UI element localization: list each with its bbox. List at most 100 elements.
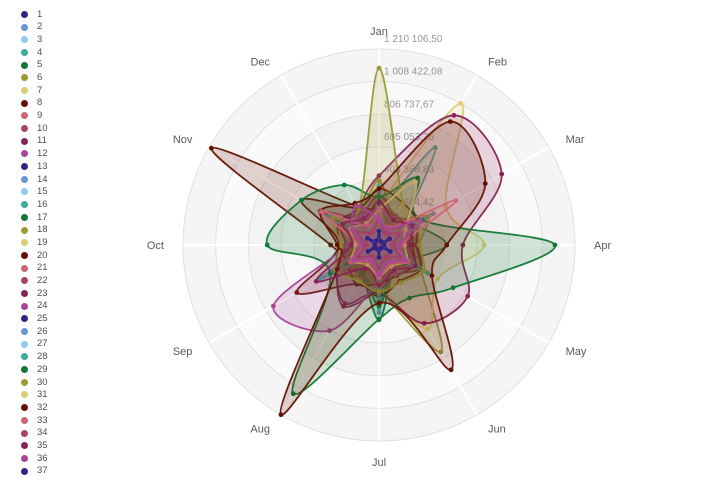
data-point-24-aug[interactable] (327, 328, 332, 334)
data-point-7-feb[interactable] (458, 100, 464, 106)
data-point-29-aug[interactable] (290, 391, 296, 397)
data-point-37-sep[interactable] (365, 249, 371, 254)
data-point-36-nov[interactable] (349, 227, 355, 232)
legend-item-15[interactable]: 15 (0, 186, 80, 199)
data-point-36-jun[interactable] (386, 259, 392, 265)
data-point-28-may[interactable] (425, 270, 431, 276)
legend-item-37[interactable]: 37 (0, 465, 80, 478)
data-point-29-feb[interactable] (415, 175, 421, 181)
data-point-6-jun[interactable] (438, 349, 444, 355)
data-point-30-may[interactable] (421, 268, 426, 274)
legend-item-18[interactable]: 18 (0, 224, 80, 237)
data-point-11-jan[interactable] (376, 173, 382, 179)
legend-item-8[interactable]: 8 (0, 97, 80, 110)
legend-item-21[interactable]: 21 (0, 262, 80, 275)
data-point-35-mar[interactable] (410, 223, 415, 229)
data-point-36-sep[interactable] (350, 257, 356, 263)
data-point-8-sep[interactable] (294, 290, 300, 295)
legend-item-7[interactable]: 7 (0, 84, 80, 97)
data-point-35-dec[interactable] (361, 216, 367, 222)
data-point-30-jan[interactable] (376, 65, 382, 71)
legend-item-33[interactable]: 33 (0, 414, 80, 427)
data-point-36-dec[interactable] (353, 203, 359, 209)
legend-item-30[interactable]: 30 (0, 376, 80, 389)
data-point-35-sep[interactable] (313, 278, 319, 284)
data-point-37-jan[interactable] (376, 228, 382, 234)
legend-item-6[interactable]: 6 (0, 71, 80, 84)
data-point-11-jun[interactable] (421, 320, 427, 326)
legend-item-13[interactable]: 13 (0, 160, 80, 173)
data-point-24-oct[interactable] (344, 242, 350, 248)
data-point-37-apr[interactable] (381, 242, 387, 248)
data-point-37-nov[interactable] (365, 235, 370, 241)
legend-item-2[interactable]: 2 (0, 21, 80, 34)
data-point-32-jan[interactable] (376, 186, 382, 192)
legend-item-14[interactable]: 14 (0, 173, 80, 186)
data-point-4-feb[interactable] (432, 145, 438, 150)
data-point-23-apr[interactable] (413, 242, 419, 248)
series-37[interactable] (365, 228, 393, 260)
data-point-35-feb[interactable] (391, 217, 396, 223)
legend-item-11[interactable]: 11 (0, 135, 80, 148)
data-point-37-mar[interactable] (387, 236, 393, 242)
data-point-2-mar[interactable] (431, 211, 436, 217)
data-point-30-aug[interactable] (355, 278, 361, 284)
legend-item-17[interactable]: 17 (0, 211, 80, 224)
data-point-34-apr[interactable] (391, 242, 397, 248)
data-point-30-oct[interactable] (338, 242, 343, 248)
data-point-36-jan[interactable] (376, 217, 382, 222)
legend-item-32[interactable]: 32 (0, 401, 80, 414)
data-point-34-mar[interactable] (396, 231, 401, 237)
data-point-33-mar[interactable] (453, 198, 459, 204)
data-point-33-dec[interactable] (365, 223, 371, 229)
data-point-35-jun[interactable] (391, 268, 397, 273)
legend-item-19[interactable]: 19 (0, 236, 80, 249)
data-point-24-jun[interactable] (393, 271, 399, 277)
data-point-35-jan[interactable] (376, 199, 382, 205)
legend-item-29[interactable]: 29 (0, 363, 80, 376)
data-point-7-apr[interactable] (481, 242, 487, 248)
legend-item-35[interactable]: 35 (0, 439, 80, 452)
data-point-30-nov[interactable] (330, 216, 336, 221)
data-point-31-mar[interactable] (403, 227, 408, 233)
data-point-36-feb[interactable] (386, 226, 391, 231)
data-point-30-apr[interactable] (416, 242, 422, 248)
data-point-36-mar[interactable] (418, 218, 424, 224)
data-point-11-mar[interactable] (499, 171, 505, 177)
data-point-11-may[interactable] (465, 293, 471, 299)
data-point-31-feb[interactable] (412, 179, 418, 185)
data-point-6-aug[interactable] (358, 274, 363, 280)
legend-item-36[interactable]: 36 (0, 452, 80, 465)
data-point-36-may[interactable] (403, 257, 408, 263)
data-point-36-oct[interactable] (358, 242, 364, 248)
data-point-32-feb[interactable] (447, 119, 453, 124)
legend-item-28[interactable]: 28 (0, 351, 80, 364)
data-point-29-apr[interactable] (552, 242, 558, 248)
data-point-32-jun[interactable] (448, 367, 454, 373)
data-point-32-aug[interactable] (278, 412, 284, 418)
legend-item-23[interactable]: 23 (0, 287, 80, 300)
data-point-7-mar[interactable] (443, 203, 449, 209)
data-point-17-aug[interactable] (360, 270, 366, 276)
data-point-23-feb[interactable] (393, 213, 399, 219)
data-point-30-jun[interactable] (398, 280, 404, 285)
legend-item-9[interactable]: 9 (0, 110, 80, 123)
data-point-34-dec[interactable] (369, 229, 374, 235)
data-point-37-aug[interactable] (374, 246, 380, 252)
data-point-7-may[interactable] (435, 276, 440, 282)
legend-item-4[interactable]: 4 (0, 46, 80, 59)
data-point-29-dec[interactable] (341, 182, 347, 188)
series-35[interactable] (313, 199, 418, 288)
data-point-35-may[interactable] (412, 263, 418, 269)
data-point-37-jul[interactable] (376, 255, 382, 260)
data-point-7-jun[interactable] (425, 326, 430, 332)
data-point-34-may[interactable] (397, 254, 403, 260)
legend-item-24[interactable]: 24 (0, 300, 80, 313)
data-point-29-jan[interactable] (376, 194, 382, 200)
data-point-32-sep[interactable] (334, 266, 340, 272)
data-point-29-oct[interactable] (264, 242, 270, 248)
data-point-34-feb[interactable] (383, 230, 389, 236)
legend-item-1[interactable]: 1 (0, 8, 80, 21)
data-point-32-mar[interactable] (482, 181, 488, 187)
data-point-29-jul[interactable] (376, 316, 382, 322)
